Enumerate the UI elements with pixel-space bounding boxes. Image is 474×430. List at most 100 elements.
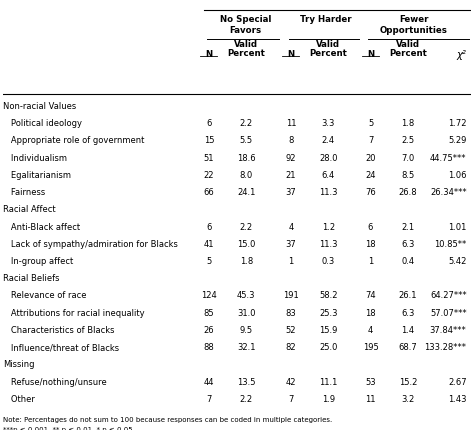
Text: 9.5: 9.5 — [240, 325, 253, 334]
Text: 76: 76 — [365, 187, 376, 197]
Text: 11.3: 11.3 — [319, 239, 337, 248]
Text: 18: 18 — [365, 308, 376, 317]
Text: 0.4: 0.4 — [401, 256, 415, 265]
Text: 44: 44 — [204, 377, 214, 386]
Text: 64.27***: 64.27*** — [430, 291, 466, 300]
Text: 37: 37 — [285, 239, 296, 248]
Text: Refuse/nothing/unsure: Refuse/nothing/unsure — [3, 377, 107, 386]
Text: 26: 26 — [203, 325, 214, 334]
Text: Racial Beliefs: Racial Beliefs — [3, 273, 59, 283]
Text: 2.2: 2.2 — [240, 119, 253, 128]
Text: 7.0: 7.0 — [401, 153, 415, 162]
Text: 2.67: 2.67 — [448, 377, 466, 386]
Text: 24.1: 24.1 — [237, 187, 255, 197]
Text: 2.4: 2.4 — [322, 136, 335, 145]
Text: 5: 5 — [368, 119, 373, 128]
Text: Valid: Valid — [234, 40, 258, 49]
Text: Note: Percentages do not sum to 100 because responses can be coded in multiple c: Note: Percentages do not sum to 100 beca… — [3, 416, 332, 422]
Text: 6: 6 — [368, 222, 373, 231]
Text: Try Harder: Try Harder — [300, 15, 352, 24]
Text: 10.85**: 10.85** — [434, 239, 466, 248]
Text: 66: 66 — [203, 187, 214, 197]
Text: Attributions for racial inequality: Attributions for racial inequality — [3, 308, 145, 317]
Text: 2.2: 2.2 — [240, 222, 253, 231]
Text: 82: 82 — [285, 342, 296, 351]
Text: 6.4: 6.4 — [322, 170, 335, 179]
Text: 6.3: 6.3 — [401, 308, 415, 317]
Text: 26.8: 26.8 — [399, 187, 417, 197]
Text: 1: 1 — [288, 256, 293, 265]
Text: 53: 53 — [365, 377, 376, 386]
Text: 22: 22 — [204, 170, 214, 179]
Text: 26.34***: 26.34*** — [430, 187, 466, 197]
Text: 74: 74 — [365, 291, 376, 300]
Text: Appropriate role of government: Appropriate role of government — [3, 136, 144, 145]
Text: 1.4: 1.4 — [401, 325, 415, 334]
Text: 1.43: 1.43 — [448, 394, 466, 403]
Text: 5.29: 5.29 — [448, 136, 466, 145]
Text: 58.2: 58.2 — [319, 291, 337, 300]
Text: Other: Other — [3, 394, 35, 403]
Text: 11: 11 — [286, 119, 296, 128]
Text: 15: 15 — [204, 136, 214, 145]
Text: Valid: Valid — [396, 40, 420, 49]
Text: 21: 21 — [286, 170, 296, 179]
Text: Individualism: Individualism — [3, 153, 67, 162]
Text: 0.3: 0.3 — [322, 256, 335, 265]
Text: 2.5: 2.5 — [401, 136, 415, 145]
Text: 44.75***: 44.75*** — [430, 153, 466, 162]
Text: N: N — [367, 50, 374, 58]
Text: 15.0: 15.0 — [237, 239, 255, 248]
Text: 18: 18 — [365, 239, 376, 248]
Text: 20: 20 — [365, 153, 376, 162]
Text: 133.28***: 133.28*** — [425, 342, 466, 351]
Text: 45.3: 45.3 — [237, 291, 255, 300]
Text: 15.2: 15.2 — [399, 377, 417, 386]
Text: Racial Affect: Racial Affect — [3, 205, 55, 214]
Text: Missing: Missing — [3, 359, 34, 369]
Text: 52: 52 — [286, 325, 296, 334]
Text: 15.9: 15.9 — [319, 325, 337, 334]
Text: 11.3: 11.3 — [319, 187, 337, 197]
Text: Characteristics of Blacks: Characteristics of Blacks — [3, 325, 114, 334]
Text: 37: 37 — [285, 187, 296, 197]
Text: No Special
Favors: No Special Favors — [219, 15, 271, 34]
Text: 25.3: 25.3 — [319, 308, 337, 317]
Text: 1.72: 1.72 — [448, 119, 466, 128]
Text: Percent: Percent — [228, 49, 265, 58]
Text: Influence/threat of Blacks: Influence/threat of Blacks — [3, 342, 119, 351]
Text: 37.84***: 37.84*** — [430, 325, 466, 334]
Text: 1: 1 — [368, 256, 373, 265]
Text: ***p ≤ 0.001, ** p ≤ 0.01, * p ≤ 0.05: ***p ≤ 0.001, ** p ≤ 0.01, * p ≤ 0.05 — [3, 426, 132, 430]
Text: Percent: Percent — [310, 49, 347, 58]
Text: 195: 195 — [363, 342, 378, 351]
Text: 6: 6 — [206, 222, 211, 231]
Text: 31.0: 31.0 — [237, 308, 255, 317]
Text: 1.2: 1.2 — [322, 222, 335, 231]
Text: 6: 6 — [206, 119, 211, 128]
Text: Fewer
Opportunities: Fewer Opportunities — [380, 15, 448, 34]
Text: 4: 4 — [288, 222, 293, 231]
Text: 3.3: 3.3 — [322, 119, 335, 128]
Text: 8.0: 8.0 — [240, 170, 253, 179]
Text: 1.01: 1.01 — [448, 222, 466, 231]
Text: 1.8: 1.8 — [240, 256, 253, 265]
Text: 1.9: 1.9 — [322, 394, 335, 403]
Text: 7: 7 — [288, 394, 293, 403]
Text: 1.8: 1.8 — [401, 119, 415, 128]
Text: 5.5: 5.5 — [240, 136, 253, 145]
Text: 191: 191 — [283, 291, 299, 300]
Text: 41: 41 — [204, 239, 214, 248]
Text: 7: 7 — [368, 136, 373, 145]
Text: 18.6: 18.6 — [237, 153, 255, 162]
Text: 26.1: 26.1 — [399, 291, 417, 300]
Text: 28.0: 28.0 — [319, 153, 337, 162]
Text: Egalitarianism: Egalitarianism — [3, 170, 71, 179]
Text: χ²: χ² — [456, 50, 466, 60]
Text: 57.07***: 57.07*** — [430, 308, 466, 317]
Text: 83: 83 — [285, 308, 296, 317]
Text: 7: 7 — [206, 394, 211, 403]
Text: Fairness: Fairness — [3, 187, 45, 197]
Text: Percent: Percent — [389, 49, 427, 58]
Text: 2.2: 2.2 — [240, 394, 253, 403]
